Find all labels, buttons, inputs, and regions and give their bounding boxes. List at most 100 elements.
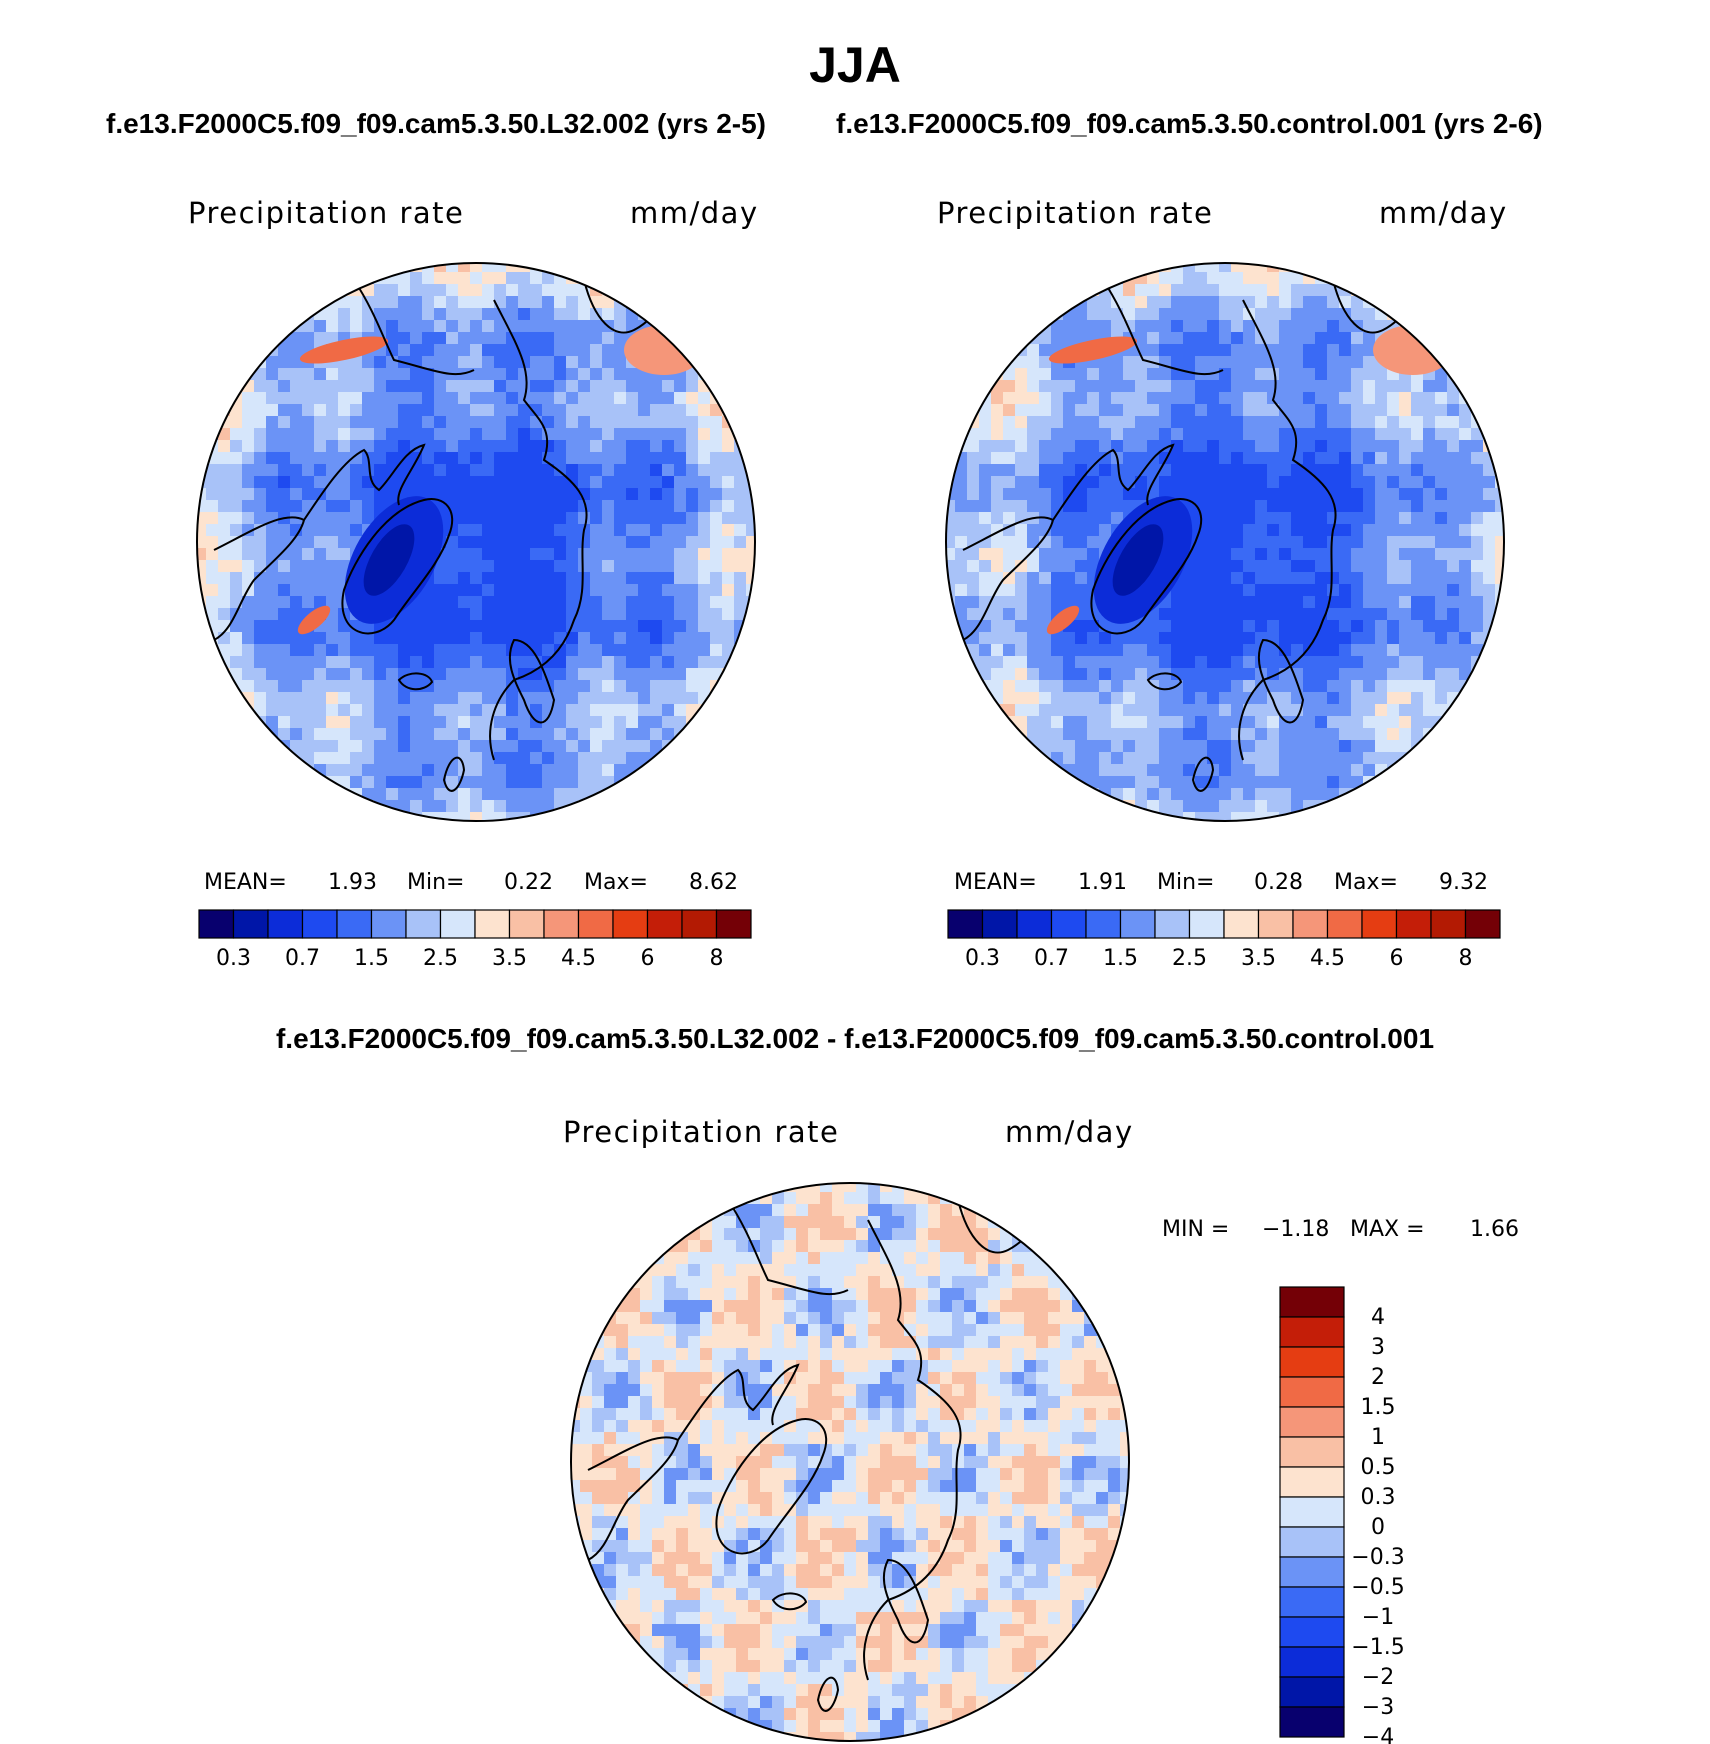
colorbar-box (1280, 1707, 1344, 1737)
panel2-mean-value: 1.91 (1078, 870, 1127, 895)
colorbar-box (983, 910, 1018, 938)
colorbar-box (717, 910, 752, 938)
colorbar-box (1224, 910, 1259, 938)
colorbar-tick-label: 1.5 (1361, 1395, 1396, 1420)
panel2-min-label: Min= (1157, 870, 1214, 895)
panel1-polar-map (194, 260, 758, 824)
panel1-min-value: 0.22 (504, 870, 553, 895)
colorbar-tick-label: −2 (1362, 1665, 1394, 1690)
colorbar-box (648, 910, 683, 938)
difference-polar-map (568, 1180, 1132, 1744)
colorbar-tick-label: 0.7 (1034, 946, 1069, 971)
colorbar-box (1259, 910, 1294, 938)
colorbar-tick-label: −1 (1362, 1605, 1394, 1630)
colorbar-box (303, 910, 338, 938)
colorbar-box (475, 910, 510, 938)
colorbar-box (1328, 910, 1363, 938)
colorbar-tick-label: 6 (641, 946, 655, 971)
panel2-min-value: 0.28 (1254, 870, 1303, 895)
colorbar-tick-label: 0.3 (216, 946, 251, 971)
colorbar-tick-label: 0.7 (285, 946, 320, 971)
colorbar-box (613, 910, 648, 938)
panel2-variable-label: Precipitation rate (937, 196, 1213, 230)
panel2-max-label: Max= (1334, 870, 1398, 895)
colorbar-tick-label: 0.5 (1361, 1455, 1396, 1480)
diff-variable-label: Precipitation rate (563, 1115, 839, 1149)
figure-title: JJA (0, 36, 1710, 94)
colorbar-box (372, 910, 407, 938)
colorbar-tick-label: 0.3 (965, 946, 1000, 971)
colorbar-box (1121, 910, 1156, 938)
colorbar-tick-label: 8 (710, 946, 724, 971)
high-precip-region (624, 325, 704, 375)
panel2-case-title: f.e13.F2000C5.f09_f09.cam5.3.50.control.… (836, 108, 1543, 140)
colorbar-box (1293, 910, 1328, 938)
difference-title: f.e13.F2000C5.f09_f09.cam5.3.50.L32.002 … (0, 1023, 1710, 1055)
colorbar-box (1280, 1287, 1344, 1317)
colorbar-box (1280, 1467, 1344, 1497)
colorbar-box (1280, 1437, 1344, 1467)
panel2-units-label: mm/day (1379, 196, 1508, 230)
colorbar-tick-label: −0.3 (1351, 1545, 1404, 1570)
colorbar-tick-label: 1 (1371, 1425, 1385, 1450)
panel1-max-value: 8.62 (689, 870, 738, 895)
colorbar-tick-label: 0 (1371, 1515, 1385, 1540)
panel2-mean-label: MEAN= (954, 870, 1037, 895)
colorbar-tick-label: 2.5 (1172, 946, 1207, 971)
colorbar-tick-label: 3.5 (1241, 946, 1276, 971)
panel1-variable-label: Precipitation rate (188, 196, 464, 230)
colorbar-tick-label: 0.3 (1361, 1485, 1396, 1510)
panel2-polar-map (943, 260, 1507, 824)
colorbar-box (510, 910, 545, 938)
colorbar-tick-label: 4.5 (1310, 946, 1345, 971)
panel2-max-value: 9.32 (1439, 870, 1488, 895)
colorbar-box (234, 910, 269, 938)
colorbar-tick-label: 4 (1371, 1305, 1385, 1330)
colorbar-tick-label: 2 (1371, 1365, 1385, 1390)
colorbar-box (1280, 1557, 1344, 1587)
high-precip-region (1373, 325, 1453, 375)
colorbar-box (1280, 1407, 1344, 1437)
colorbar-box (1280, 1497, 1344, 1527)
colorbar-box (1431, 910, 1466, 938)
colorbar-tick-label: 2.5 (423, 946, 458, 971)
colorbar-box (948, 910, 983, 938)
colorbar-box (337, 910, 372, 938)
panel1-max-label: Max= (584, 870, 648, 895)
diff-units-label: mm/day (1005, 1115, 1134, 1149)
colorbar-tick-label: 3 (1371, 1335, 1385, 1360)
colorbar-box (544, 910, 579, 938)
colorbar-box (579, 910, 614, 938)
panel1-min-label: Min= (407, 870, 464, 895)
colorbar-tick-label: −0.5 (1351, 1575, 1404, 1600)
colorbar-box (441, 910, 476, 938)
colorbar-box (1280, 1527, 1344, 1557)
colorbar-tick-label: 4.5 (561, 946, 596, 971)
colorbar-box (1280, 1677, 1344, 1707)
panel1-mean-value: 1.93 (328, 870, 377, 895)
colorbar-box (1155, 910, 1190, 938)
colorbar-box (1086, 910, 1121, 938)
diff-max-value: 1.66 (1470, 1217, 1519, 1242)
colorbar-tick-label: 6 (1390, 946, 1404, 971)
colorbar-box (1280, 1347, 1344, 1377)
colorbar-tick-label: 1.5 (354, 946, 389, 971)
diff-min-value: −1.18 (1262, 1217, 1329, 1242)
colorbar-tick-label: −1.5 (1351, 1635, 1404, 1660)
colorbar-box (1052, 910, 1087, 938)
colorbar-box (1017, 910, 1052, 938)
colorbar-box (268, 910, 303, 938)
colorbar-tick-label: 3.5 (492, 946, 527, 971)
panel1-case-title: f.e13.F2000C5.f09_f09.cam5.3.50.L32.002 … (106, 108, 766, 140)
diff-max-label: MAX = (1350, 1217, 1425, 1242)
colorbar-box (1362, 910, 1397, 938)
colorbar-box (1280, 1377, 1344, 1407)
diff-min-label: MIN = (1162, 1217, 1229, 1242)
colorbar-box (1397, 910, 1432, 938)
colorbar-box (1280, 1617, 1344, 1647)
colorbar-tick-label: 1.5 (1103, 946, 1138, 971)
colorbar-box (1280, 1317, 1344, 1347)
colorbar-box (682, 910, 717, 938)
